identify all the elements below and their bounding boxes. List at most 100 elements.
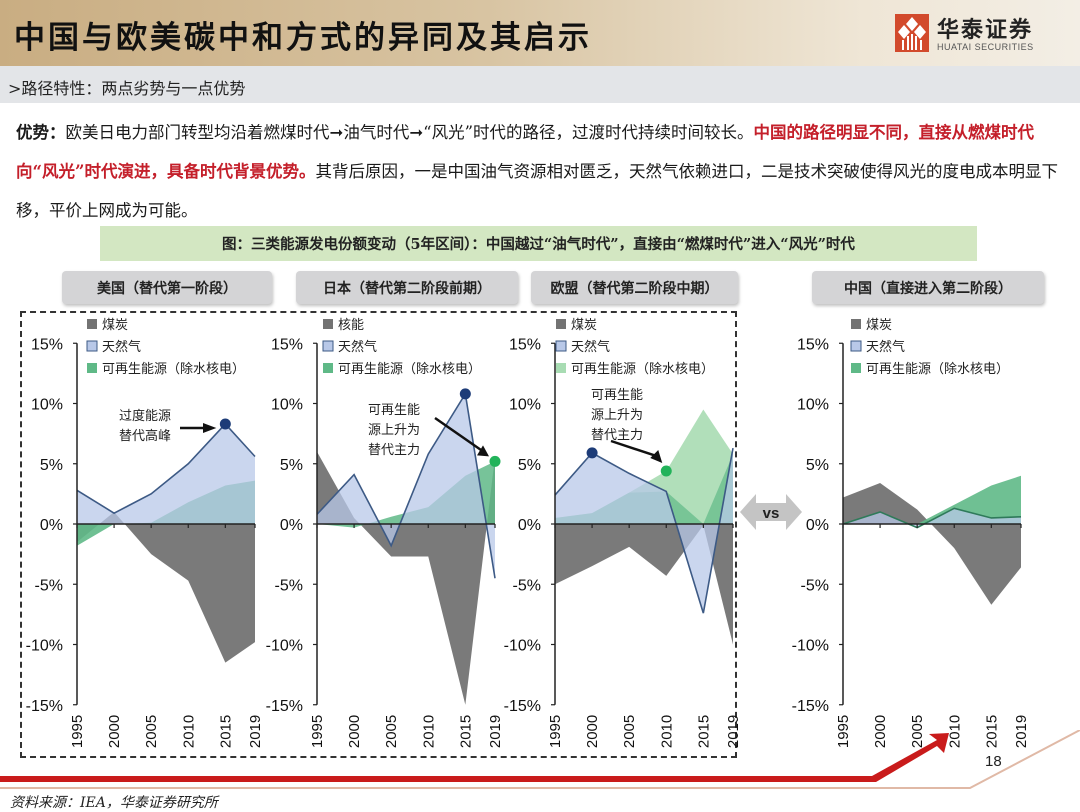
series-area-2-0 (555, 524, 733, 645)
svg-text:替代主力: 替代主力 (591, 428, 643, 443)
section-subtitle: >路径特性：两点劣势与一点优势 (8, 79, 246, 98)
peak-marker (459, 388, 471, 400)
y-tick-label: 10% (31, 397, 63, 414)
advantage-paragraph: 优势：欧美日电力部门转型均沿着燃煤时代➞油气时代➞“风光”时代的路径，过渡时代持… (16, 113, 1071, 230)
series-area-2-2 (555, 409, 733, 524)
source-note: 资料来源：IEA，华泰证券研究所 (10, 795, 218, 811)
series-area-2-1 (555, 448, 733, 614)
page-title: 中国与欧美碳中和方式的异同及其启示 (14, 20, 592, 56)
y-tick-label: 15% (271, 336, 303, 353)
y-tick-label: 15% (31, 336, 63, 353)
label-china: 中国（直接进入第二阶段） (812, 271, 1044, 304)
x-tick-label: 2000 (872, 715, 889, 748)
renewable-marker (489, 455, 501, 467)
label-japan: 日本（替代第二阶段前期） (296, 271, 518, 304)
x-tick-label: 2015 (217, 715, 234, 748)
renewable-marker (660, 465, 672, 477)
legend-item: 天然气 (338, 339, 377, 355)
footer-red-arrow (0, 730, 1080, 789)
figure-title: 图：三类能源发电份额变动（5年区间）：中国越过“油气时代”，直接由“燃煤时代”进… (100, 226, 977, 261)
huatai-logo: 华泰证券 HUATAI SECURITIES (895, 12, 1055, 56)
series-area-1-0 (317, 451, 495, 705)
x-tick-label: 1995 (835, 715, 852, 748)
logo-english-name: HUATAI SECURITIES (937, 42, 1034, 52)
svg-text:源上升为: 源上升为 (591, 408, 643, 423)
x-tick-label: 2019 (247, 715, 264, 748)
chart-usa: 15% 10% 5% 0% -5% -10% -15% 1995 2000 2005 2010 201… (0, 310, 264, 754)
gas-line-2 (554, 447, 734, 614)
y-tick-label: 10% (271, 397, 303, 414)
x-tick-label: 2005 (621, 715, 638, 748)
y-tick-label: -15% (26, 698, 63, 715)
chart-china: 15% 10% 5% 0% -5% -10% -15% 1995 2000 2005 2010 201… (766, 310, 1030, 754)
x-tick-label: 2000 (584, 715, 601, 748)
legend-item: 天然气 (866, 339, 905, 355)
y-tick-label: 15% (509, 336, 541, 353)
x-tick-label: 2000 (346, 715, 363, 748)
legend-item: 可再生能源（除水核电） (866, 362, 1009, 377)
vs-label: vs (763, 505, 780, 522)
y-tick-label: 5% (518, 457, 541, 474)
chart-japan: 15% 10% 5% 0% -5% -10% -15% 1995 2000 2005 2010 201… (240, 310, 504, 754)
x-tick-label: 2010 (946, 715, 963, 748)
legend-item: 煤炭 (571, 318, 597, 333)
legend-item: 可再生能源（除水核电） (102, 362, 245, 377)
svg-text:过度能源: 过度能源 (119, 408, 171, 424)
legend-item: 天然气 (102, 339, 141, 355)
svg-text:可再生能: 可再生能 (591, 388, 643, 403)
y-tick-label: 10% (797, 397, 829, 414)
y-tick-label: 0% (40, 517, 63, 534)
y-tick-label: -10% (26, 638, 63, 655)
y-tick-label: -15% (792, 698, 829, 715)
legend-item: 可再生能源（除水核电） (571, 362, 714, 377)
x-tick-label: 2005 (909, 715, 926, 748)
paragraph-lead: 优势： (16, 123, 66, 142)
x-tick-label: 2000 (106, 715, 123, 748)
y-tick-label: 15% (797, 336, 829, 353)
logo-chinese-name: 华泰证券 (937, 18, 1034, 43)
y-tick-label: -5% (513, 577, 541, 594)
x-tick-label: 2015 (695, 715, 712, 748)
x-tick-label: 2010 (658, 715, 675, 748)
y-tick-label: 0% (518, 517, 541, 534)
peak-marker (586, 447, 598, 459)
y-tick-label: -10% (266, 638, 303, 655)
x-tick-label: 2005 (143, 715, 160, 748)
series-area-3-2 (843, 475, 1021, 524)
series-area-3-1 (843, 508, 1021, 528)
series-area-1-1 (317, 393, 495, 579)
legend-item: 煤炭 (102, 318, 128, 333)
y-tick-label: -5% (801, 577, 829, 594)
huatai-logo-icon (895, 14, 929, 52)
legend-item: 天然气 (571, 339, 610, 355)
y-tick-label: -15% (504, 698, 541, 715)
y-tick-label: -15% (266, 698, 303, 715)
x-tick-label: 2015 (457, 715, 474, 748)
paragraph-text-1: 欧美日电力部门转型均沿着燃煤时代➞油气时代➞“风光”时代的路径，过渡时代持续时间… (65, 123, 754, 142)
legend-item: 核能 (338, 318, 364, 333)
label-eu: 欧盟（替代第二阶段中期） (531, 271, 738, 304)
series-area-0-0 (77, 511, 255, 663)
y-tick-label: 0% (806, 517, 829, 534)
svg-text:替代高峰: 替代高峰 (119, 428, 171, 444)
paragraph-highlight: 中国的路径明显不同，直接从燃煤时代向“风光”时代演进，具备时代背景优势。 (16, 123, 1035, 181)
page-number: 18 (985, 753, 1002, 770)
section-subtitle-bar: >路径特性：两点劣势与一点优势 (0, 66, 1080, 103)
y-tick-label: -5% (275, 577, 303, 594)
label-usa: 美国（替代第一阶段） (62, 271, 272, 304)
svg-text:替代主力: 替代主力 (368, 443, 420, 458)
chart-eu: 15% 10% 5% 0% -5% -10% -15% 1995 2000 2005 2010 201… (478, 310, 742, 754)
y-tick-label: 10% (509, 397, 541, 414)
paragraph-text-2: 其背后原因，一是中国油气资源相对匮乏，天然气依赖进口，二是技术突破使得风光的度电… (16, 162, 1058, 220)
y-tick-label: 5% (280, 457, 303, 474)
legend-item: 煤炭 (866, 318, 892, 333)
y-tick-label: 5% (806, 457, 829, 474)
x-tick-label: 2015 (983, 715, 1000, 748)
legend-item: 可再生能源（除水核电） (338, 362, 481, 377)
y-tick-label: 5% (40, 457, 63, 474)
gas-line-1 (316, 391, 496, 579)
svg-text:可再生能: 可再生能 (368, 403, 420, 418)
vs-double-arrow-icon: vs (740, 492, 802, 532)
y-tick-label: -5% (35, 577, 63, 594)
peak-marker (219, 418, 231, 430)
